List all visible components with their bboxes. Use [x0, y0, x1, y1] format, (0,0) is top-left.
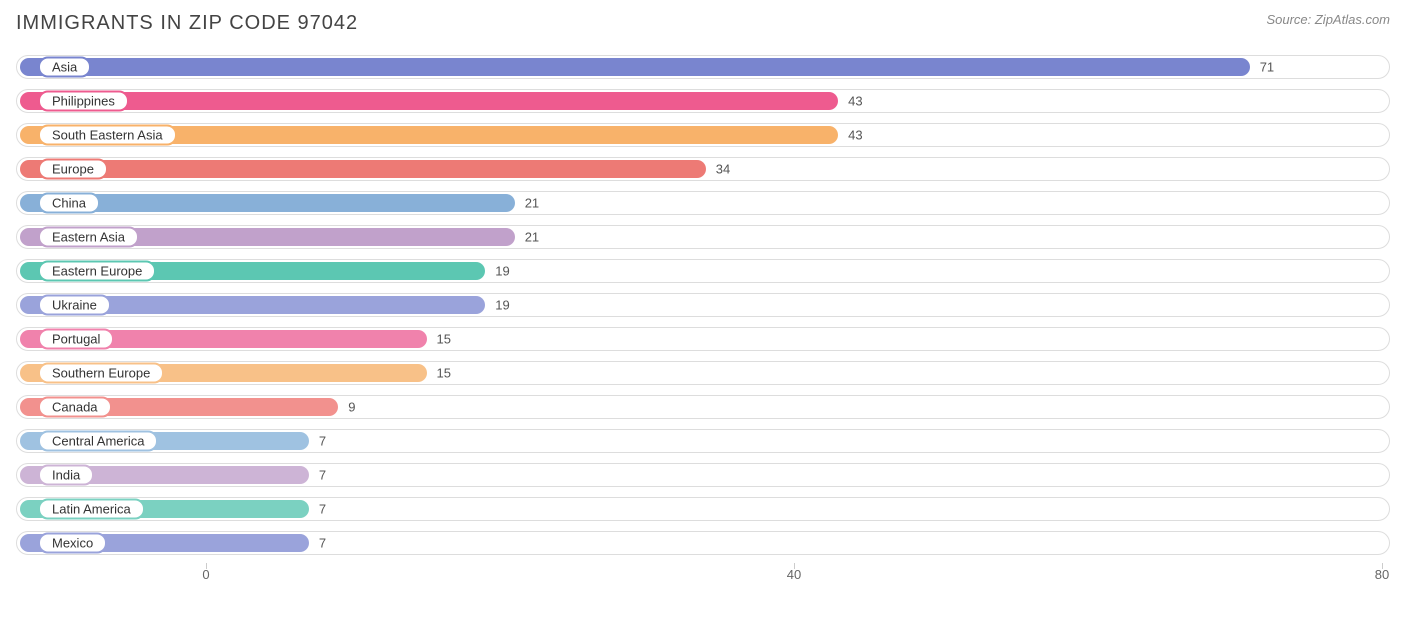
- bar-row: Latin America 7: [16, 495, 1390, 523]
- bar-row: China 21: [16, 189, 1390, 217]
- bar-value: 21: [525, 230, 539, 245]
- bar-label: Ukraine: [38, 295, 111, 316]
- bar-value: 15: [437, 366, 451, 381]
- bar-label: China: [38, 193, 100, 214]
- bar-value: 71: [1260, 60, 1274, 75]
- bar-value: 34: [716, 162, 730, 177]
- bar-value: 7: [319, 468, 326, 483]
- bar-value: 21: [525, 196, 539, 211]
- bar-value: 7: [319, 502, 326, 517]
- bar-label: Eastern Europe: [38, 261, 156, 282]
- axis-tick-label: 0: [202, 567, 209, 582]
- bar-label: India: [38, 465, 94, 486]
- bar-value: 7: [319, 536, 326, 551]
- bar-label: Mexico: [38, 533, 107, 554]
- bar-chart: Asia 71 Philippines 43 South Eastern Asia 43 E…: [16, 53, 1390, 583]
- bar-value: 43: [848, 128, 862, 143]
- bar-label: Canada: [38, 397, 112, 418]
- bar-label: Central America: [38, 431, 158, 452]
- bar-value: 9: [348, 400, 355, 415]
- bar-row: South Eastern Asia 43: [16, 121, 1390, 149]
- bar-value: 15: [437, 332, 451, 347]
- bar-row: India 7: [16, 461, 1390, 489]
- chart-title: IMMIGRANTS IN ZIP CODE 97042: [16, 12, 358, 35]
- bar-fill: [20, 92, 838, 110]
- bar-row: Ukraine 19: [16, 291, 1390, 319]
- bar-fill: [20, 160, 706, 178]
- chart-header: IMMIGRANTS IN ZIP CODE 97042 Source: Zip…: [16, 12, 1390, 35]
- x-axis: 0 40 80: [16, 563, 1390, 583]
- bar-row: Southern Europe 15: [16, 359, 1390, 387]
- bar-label: Portugal: [38, 329, 114, 350]
- bar-row: Asia 71: [16, 53, 1390, 81]
- bar-row: Europe 34: [16, 155, 1390, 183]
- bar-label: South Eastern Asia: [38, 125, 177, 146]
- bar-value: 7: [319, 434, 326, 449]
- bar-label: Asia: [38, 57, 91, 78]
- bar-row: Eastern Asia 21: [16, 223, 1390, 251]
- bar-label: Southern Europe: [38, 363, 164, 384]
- bar-value: 19: [495, 298, 509, 313]
- bar-row: Central America 7: [16, 427, 1390, 455]
- bar-value: 43: [848, 94, 862, 109]
- bar-value: 19: [495, 264, 509, 279]
- bar-row: Eastern Europe 19: [16, 257, 1390, 285]
- bar-fill: [20, 58, 1250, 76]
- bar-label: Eastern Asia: [38, 227, 139, 248]
- bar-row: Mexico 7: [16, 529, 1390, 557]
- bar-row: Philippines 43: [16, 87, 1390, 115]
- axis-tick-label: 40: [787, 567, 801, 582]
- chart-source: Source: ZipAtlas.com: [1266, 12, 1390, 27]
- bar-label: Philippines: [38, 91, 129, 112]
- bar-label: Europe: [38, 159, 108, 180]
- bar-row: Portugal 15: [16, 325, 1390, 353]
- bar-row: Canada 9: [16, 393, 1390, 421]
- axis-tick-label: 80: [1375, 567, 1389, 582]
- bar-label: Latin America: [38, 499, 145, 520]
